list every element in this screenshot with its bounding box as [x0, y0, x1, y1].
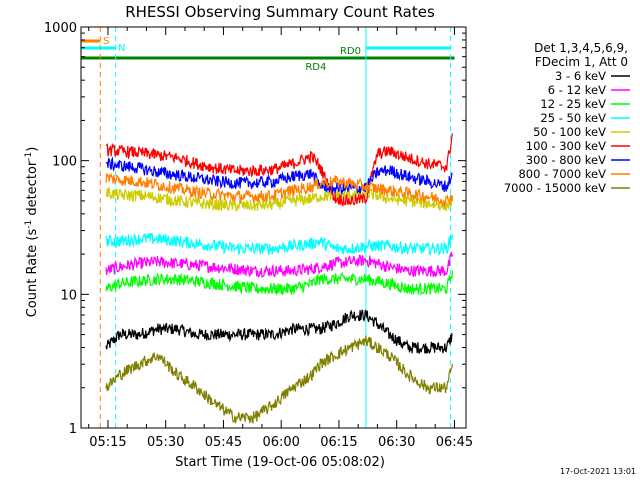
legend-label: 3 - 6 keV: [555, 69, 606, 83]
x-tick-label: 05:45: [205, 435, 242, 450]
y-axis-label-mid: detector: [25, 160, 40, 220]
x-tick-label: 06:00: [262, 435, 299, 450]
x-tick-label: 06:45: [436, 435, 473, 450]
chart-title: RHESSI Observing Summary Count Rates: [125, 3, 435, 21]
x-tick-label: 05:15: [89, 435, 126, 450]
flag-label-s: S: [103, 36, 109, 47]
series-line: [105, 133, 454, 207]
legend-label: 50 - 100 keV: [533, 125, 606, 139]
series-line: [105, 335, 454, 425]
flags-layer: SN RD0 RD4: [81, 36, 455, 73]
legend-label: 7000 - 15000 keV: [504, 181, 606, 195]
y-tick-label: 1000: [44, 21, 77, 36]
y-axis-label-sup2: -1: [24, 152, 34, 161]
flag-label-n: N: [118, 43, 125, 54]
series-line: [105, 270, 454, 297]
flag-label-rd0: RD0: [340, 46, 361, 57]
y-tick-label: 100: [52, 155, 77, 170]
legend-label: 12 - 25 keV: [540, 97, 606, 111]
axes-layer: 1 10 100 1000 05:15 05:30 05:45 06:00 06:15 06:30…: [44, 21, 473, 450]
x-tick-label: 06:15: [320, 435, 357, 450]
legend-header-line-2: FDecim 1, Att 0: [535, 55, 628, 69]
series-line: [105, 186, 454, 212]
y-tick-label: 10: [60, 288, 77, 303]
legend-label: 6 - 12 keV: [548, 83, 606, 97]
series-line: [105, 172, 454, 207]
y-tick-label: 1: [69, 422, 77, 437]
y-axis-label-end: ): [25, 147, 40, 152]
legend-label: 100 - 300 keV: [526, 139, 606, 153]
y-axis-label: Count Rate (s-1 detector-1): [24, 147, 40, 318]
footer-date: 17-Oct-2021 13:01: [560, 467, 636, 476]
x-tick-label: 05:30: [147, 435, 184, 450]
series-line: [105, 156, 453, 195]
legend-label: 25 - 50 keV: [540, 111, 606, 125]
flag-label-rd4: RD4: [305, 62, 326, 73]
legend-label: 300 - 800 keV: [526, 153, 606, 167]
x-tick-label: 06:30: [378, 435, 415, 450]
plot-frame: [80, 26, 467, 429]
series-line: [105, 251, 454, 278]
series-line: [105, 232, 454, 257]
series-line: [105, 309, 453, 355]
legend-label: 800 - 7000 keV: [518, 167, 606, 181]
x-axis-label: Start Time (19-Oct-06 05:08:02): [175, 455, 385, 470]
series-layer: [105, 133, 454, 425]
y-axis-label-main: Count Rate (s: [25, 229, 40, 318]
y-axis-label-sup1: -1: [24, 220, 34, 229]
legend-header-line-1: Det 1,3,4,5,6,9,: [534, 41, 628, 55]
